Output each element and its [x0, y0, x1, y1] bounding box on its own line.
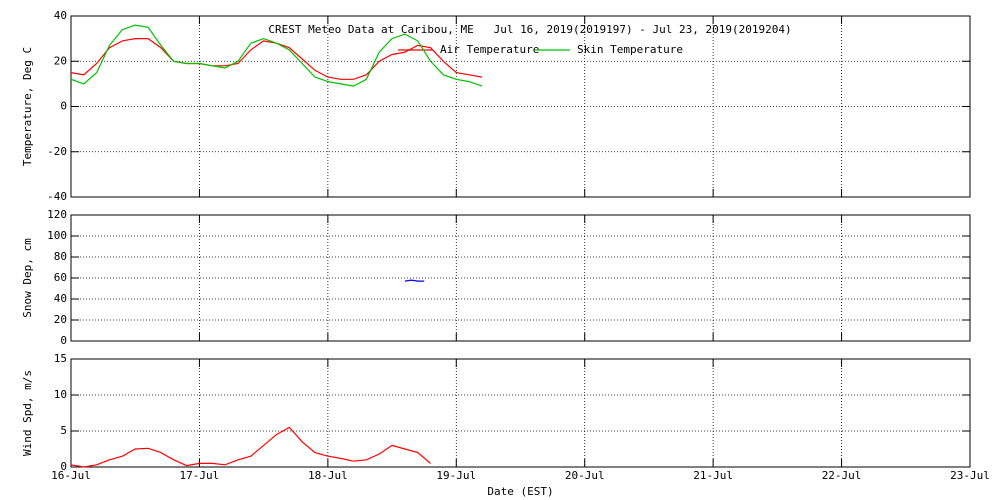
- chart-title: CREST Meteo Data at Caribou, ME Jul 16, …: [268, 23, 791, 36]
- y-tick-label: -20: [47, 145, 67, 158]
- x-axis-label: Date (EST): [487, 485, 553, 498]
- x-tick-label: 17-Jul: [180, 469, 220, 482]
- x-tick-label: 22-Jul: [822, 469, 862, 482]
- y-tick-label: 80: [54, 250, 67, 263]
- y-tick-label: -40: [47, 190, 67, 203]
- x-tick-label: 23-Jul: [950, 469, 990, 482]
- legend-label: Air Temperature: [440, 43, 539, 56]
- y-tick-label: 40: [54, 9, 67, 22]
- y-tick-label: 20: [54, 54, 67, 67]
- series-line: [70, 24, 483, 87]
- y-axis-label: Wind Spd, m/s: [21, 370, 34, 456]
- y-tick-label: 120: [47, 208, 67, 221]
- y-tick-label: 0: [60, 100, 67, 113]
- y-tick-label: 60: [54, 271, 67, 284]
- x-tick-label: 20-Jul: [565, 469, 605, 482]
- x-tick-label: 18-Jul: [308, 469, 348, 482]
- plot-frame: [70, 214, 971, 342]
- y-axis-label: Snow Dep, cm: [21, 238, 34, 318]
- y-tick-label: 0: [60, 334, 67, 347]
- y-tick-label: 5: [60, 424, 67, 437]
- plot-frame: [70, 358, 971, 468]
- y-axis-label: Temperature, Deg C: [21, 47, 34, 166]
- y-tick-label: 40: [54, 292, 67, 305]
- x-tick-label: 21-Jul: [693, 469, 733, 482]
- y-tick-label: 20: [54, 313, 67, 326]
- plot-frame: [70, 15, 971, 198]
- x-tick-label: 19-Jul: [436, 469, 476, 482]
- y-tick-label: 0: [60, 460, 67, 473]
- series-line: [404, 279, 425, 282]
- series-line: [70, 426, 431, 468]
- legend-label: Skin Temperature: [577, 43, 683, 56]
- y-tick-label: 100: [47, 229, 67, 242]
- y-tick-label: 15: [54, 352, 67, 365]
- y-tick-label: 10: [54, 388, 67, 401]
- x-tick-label: 16-Jul: [51, 469, 91, 482]
